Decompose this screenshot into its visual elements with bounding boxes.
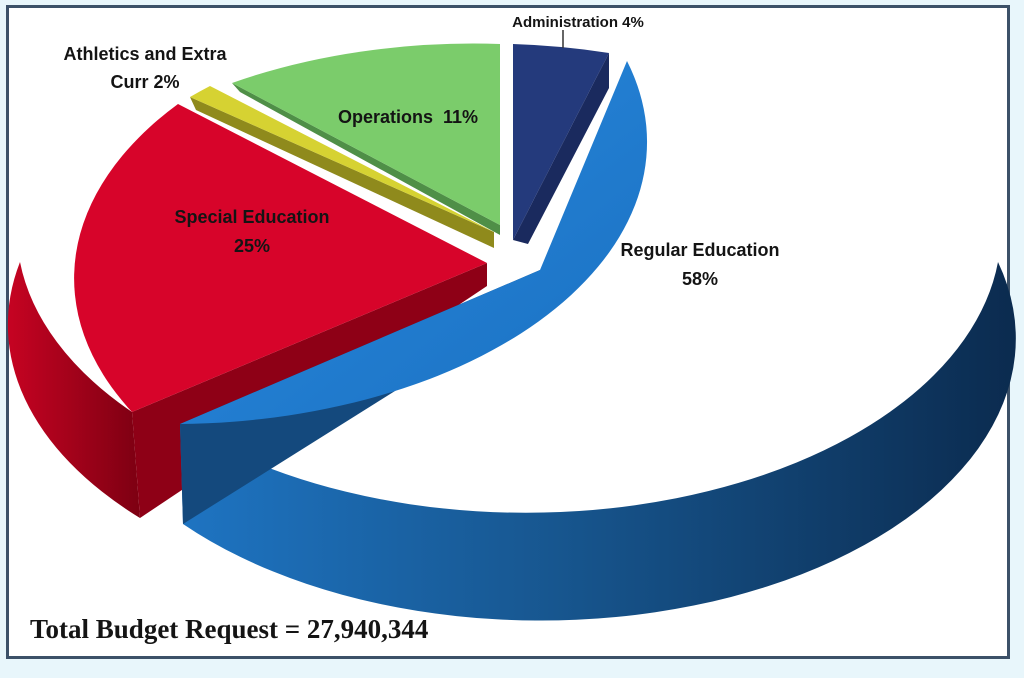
- slice-operations: [232, 43, 500, 225]
- athletics-side: [190, 97, 494, 248]
- label-operations: Operations 11%: [338, 107, 478, 127]
- special-education-side: [7, 262, 141, 518]
- total-budget-request: Total Budget Request = 27,940,344: [30, 614, 429, 644]
- label-administration: Administration 4%: [512, 14, 644, 31]
- label-special-education-pct: 25%: [234, 236, 270, 256]
- label-regular-education: Regular Education: [620, 240, 779, 260]
- slice-special-education: [74, 104, 487, 412]
- label-regular-education-pct: 58%: [682, 269, 718, 289]
- label-special-education: Special Education: [174, 207, 329, 227]
- label-athletics: Athletics and Extra: [63, 44, 227, 64]
- slice-athletics-extra-curr: [190, 86, 494, 232]
- regular-education-side: [180, 262, 1016, 621]
- operations-side: [232, 83, 500, 235]
- administration-side: [513, 53, 609, 244]
- label-athletics-pct: Curr 2%: [110, 72, 179, 92]
- slice-administration: [513, 44, 609, 240]
- slice-regular-education: [180, 61, 648, 424]
